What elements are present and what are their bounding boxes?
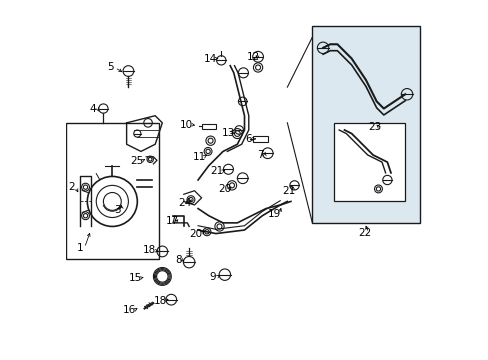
Text: 3: 3 <box>114 205 121 215</box>
Text: 4: 4 <box>89 104 96 113</box>
Text: 21: 21 <box>282 186 295 196</box>
Bar <box>333 123 405 202</box>
Text: 8: 8 <box>175 255 182 265</box>
Text: 20: 20 <box>189 229 203 239</box>
Text: 22: 22 <box>357 228 370 238</box>
Text: 20: 20 <box>218 184 231 194</box>
Text: 7: 7 <box>257 150 264 160</box>
Text: 9: 9 <box>208 272 215 282</box>
Text: 2: 2 <box>68 182 74 192</box>
Text: 19: 19 <box>268 209 281 219</box>
Text: 13: 13 <box>222 128 235 138</box>
Text: 1: 1 <box>77 243 83 253</box>
Text: 17: 17 <box>165 216 179 226</box>
Text: 23: 23 <box>367 122 381 132</box>
Text: 18: 18 <box>153 296 166 306</box>
Text: 15: 15 <box>129 273 142 283</box>
Text: 18: 18 <box>142 246 156 255</box>
Text: 24: 24 <box>178 198 191 207</box>
Text: 5: 5 <box>107 63 114 72</box>
Text: 21: 21 <box>210 166 224 176</box>
Text: 16: 16 <box>122 305 136 315</box>
Bar <box>312 26 419 223</box>
Text: 12: 12 <box>246 52 259 62</box>
Text: 14: 14 <box>203 54 216 64</box>
Text: 10: 10 <box>180 120 193 130</box>
Text: 25: 25 <box>130 156 143 166</box>
Text: 6: 6 <box>244 134 251 144</box>
Bar <box>252 136 268 142</box>
Bar <box>201 123 216 129</box>
Bar <box>66 123 159 258</box>
Text: 11: 11 <box>193 152 206 162</box>
